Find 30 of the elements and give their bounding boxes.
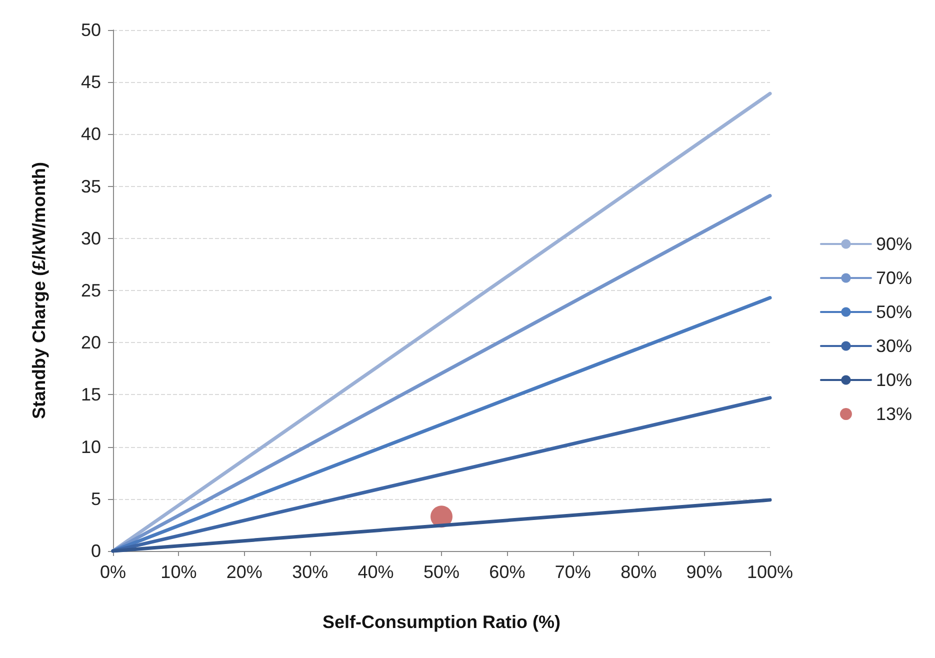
y-tick-label: 15 [80, 384, 101, 405]
x-tick-label: 100% [746, 562, 794, 582]
y-tick-label: 45 [80, 72, 101, 92]
x-tick-label: 90% [686, 562, 722, 582]
x-tick-label: 10% [160, 562, 197, 582]
y-tick-label: 10 [80, 436, 101, 457]
y-tick-label: 20 [80, 332, 101, 353]
y-tick-label: 50 [80, 20, 101, 40]
x-tick-label: 30% [292, 562, 328, 582]
y-tick-label: 5 [90, 488, 101, 509]
y-tick-label: 40 [80, 124, 101, 144]
x-tick-label: 80% [620, 562, 657, 582]
x-tick-label: 0% [100, 562, 126, 582]
x-tick-label: 60% [489, 562, 526, 582]
legend-label: 10% [876, 370, 912, 390]
legend-label: 13% [876, 404, 912, 424]
legend-label: 30% [876, 336, 912, 356]
y-axis-title: Standby Charge (£/kW/month) [29, 162, 49, 420]
x-axis-title: Self-Consumption Ratio (%) [322, 612, 560, 632]
legend-label: 70% [876, 268, 912, 288]
x-tick-label: 70% [554, 562, 591, 582]
x-tick-label: 50% [423, 562, 460, 582]
y-tick-label: 25 [80, 280, 101, 300]
y-tick-label: 0 [90, 541, 101, 561]
y-tick-label: 35 [80, 176, 101, 196]
x-tick-label: 40% [358, 562, 394, 582]
y-tick-label: 30 [80, 228, 101, 248]
legend-label: 50% [876, 302, 912, 322]
x-tick-label: 20% [226, 562, 262, 582]
legend-label: 90% [876, 234, 912, 254]
